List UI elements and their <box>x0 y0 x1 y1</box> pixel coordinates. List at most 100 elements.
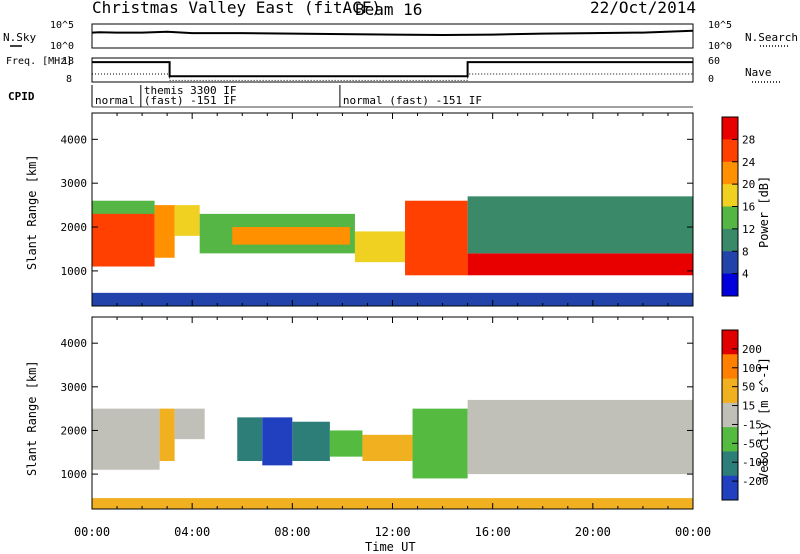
colorbar-tick-label: 12 <box>742 223 755 236</box>
noise-panel: N.Sky 10^5 10^0 10^5 10^0 N.Search <box>3 20 798 52</box>
scatter-band <box>467 196 693 254</box>
colorbar-tick-label: 16 <box>742 201 755 214</box>
frequency-right-tick-bottom: 0 <box>708 74 714 85</box>
colorbar-segment <box>722 117 738 140</box>
velocity-y-axis-label: Slant Range [km] <box>25 360 39 476</box>
y-tick-label: 3000 <box>61 177 88 190</box>
noise-right-tick-bottom: 10^0 <box>708 41 732 52</box>
cpid-segment-label: normal (fast) -151 IF <box>343 94 482 107</box>
scatter-band <box>174 205 200 236</box>
cpid-segment-label: themis 3300 IF <box>144 84 237 97</box>
colorbar-segment <box>722 402 738 428</box>
colorbar-segment <box>722 475 738 501</box>
colorbar-segment <box>722 206 738 230</box>
y-tick-label: 3000 <box>61 381 88 394</box>
scatter-band <box>362 434 413 461</box>
scatter-band <box>174 408 205 440</box>
frequency-left-tick-top: 18 <box>62 56 74 67</box>
scatter-band <box>405 200 468 276</box>
frequency-panel: Freq. [MHz] 18 8 60 0 Nave <box>6 56 780 85</box>
frequency-left-tick-bottom: 8 <box>66 74 72 85</box>
scatter-band <box>159 408 175 461</box>
y-tick-label: 2000 <box>61 221 88 234</box>
colorbar-segment <box>722 378 738 404</box>
frequency-series-line <box>92 61 693 78</box>
scatter-band <box>329 430 363 457</box>
x-tick-label: 00:00 <box>675 525 711 539</box>
station-title: Christmas Valley East (fitACF) <box>92 0 381 17</box>
noise-right-tick-top: 10^5 <box>708 20 732 31</box>
x-tick-label: 16:00 <box>475 525 511 539</box>
x-tick-label: 12:00 <box>374 525 410 539</box>
y-tick-label: 4000 <box>61 337 88 350</box>
colorbar-segment <box>722 451 738 477</box>
colorbar-segment <box>722 228 738 252</box>
colorbar-tick-label: 4 <box>742 268 749 281</box>
noise-left-tick-top: 10^5 <box>50 20 74 31</box>
colorbar-segment <box>722 161 738 185</box>
velocity-panel: 4000 3000 2000 1000 Slant Range [km] <box>25 316 694 510</box>
x-tick-label: 00:00 <box>74 525 110 539</box>
colorbar-tick-label: 8 <box>742 245 749 258</box>
colorbar-tick-label: -100 <box>742 456 769 469</box>
scatter-band <box>92 292 693 306</box>
colorbar-frame <box>721 329 739 501</box>
colorbar-segment <box>722 184 738 207</box>
cpid-segment-label: (fast) -151 IF <box>144 94 237 107</box>
colorbar-segment <box>722 427 738 452</box>
colorbar-tick-label: -200 <box>742 475 769 488</box>
frequency-right-label: Nave <box>745 66 772 79</box>
noise-series-line <box>91 29 694 37</box>
scatter-band <box>292 421 330 461</box>
scatter-band <box>412 408 468 479</box>
colorbar-tick-label: 50 <box>742 381 755 394</box>
scatter-band <box>467 253 693 276</box>
scatter-band <box>92 408 160 470</box>
y-tick-label: 4000 <box>61 133 88 146</box>
noise-left-label: N.Sky <box>3 31 36 44</box>
date-title: 22/Oct/2014 <box>590 0 696 17</box>
colorbar-segment <box>722 273 738 297</box>
velocity-colorbar-label: Velocity [m s^-1] <box>757 357 771 480</box>
noise-frame <box>91 23 694 49</box>
beam-title: Beam 16 <box>355 0 422 19</box>
power-y-axis-label: Slant Range [km] <box>25 154 39 270</box>
noise-right-label: N.Search <box>745 31 798 44</box>
scatter-band <box>467 399 693 475</box>
colorbar-segment <box>722 139 738 163</box>
colorbar-tick-label: 15 <box>742 400 755 413</box>
scatter-band <box>92 200 155 214</box>
colorbar-tick-label: -50 <box>742 437 762 450</box>
colorbar-tick-label: 200 <box>742 343 762 356</box>
x-axis-label: Time UT <box>365 540 416 554</box>
y-tick-label: 1000 <box>61 468 88 481</box>
velocity-frame <box>91 316 694 510</box>
scatter-band <box>262 417 293 466</box>
frequency-frame <box>91 57 694 83</box>
scatter-band <box>154 205 175 258</box>
cpid-label: CPID <box>8 90 35 103</box>
cpid-segment-label: normal <box>95 94 135 107</box>
colorbar-segment <box>722 251 738 275</box>
x-tick-label: 20:00 <box>575 525 611 539</box>
colorbar-tick-label: 24 <box>742 156 756 169</box>
colorbar-tick-label: -15 <box>742 418 762 431</box>
colorbar-tick-label: 28 <box>742 133 755 146</box>
scatter-band <box>92 205 155 267</box>
x-tick-label: 08:00 <box>274 525 310 539</box>
colorbar-tick-label: 20 <box>742 178 755 191</box>
power-frame <box>91 112 694 307</box>
power-colorbar: Power [dB] 28 24 20 16 12 8 4 <box>721 116 771 297</box>
colorbar-tick-label: 100 <box>742 362 762 375</box>
frequency-right-tick-top: 60 <box>708 56 720 67</box>
scatter-band <box>232 227 350 245</box>
velocity-colorbar: Velocity [m s^-1] 200 100 50 15 -15 -50 -100 -2… <box>721 329 771 501</box>
power-panel: 4000 3000 2000 1000 Slant Range [km] <box>25 112 694 307</box>
time-axis: Time UT 00:00 04:00 08:00 12:00 16:00 20:00 00… <box>74 525 711 554</box>
x-tick-label: 04:00 <box>174 525 210 539</box>
scatter-band <box>237 417 263 461</box>
power-colorbar-label: Power [dB] <box>757 176 771 248</box>
colorbar-segment <box>722 354 738 380</box>
colorbar-segment <box>722 330 738 355</box>
